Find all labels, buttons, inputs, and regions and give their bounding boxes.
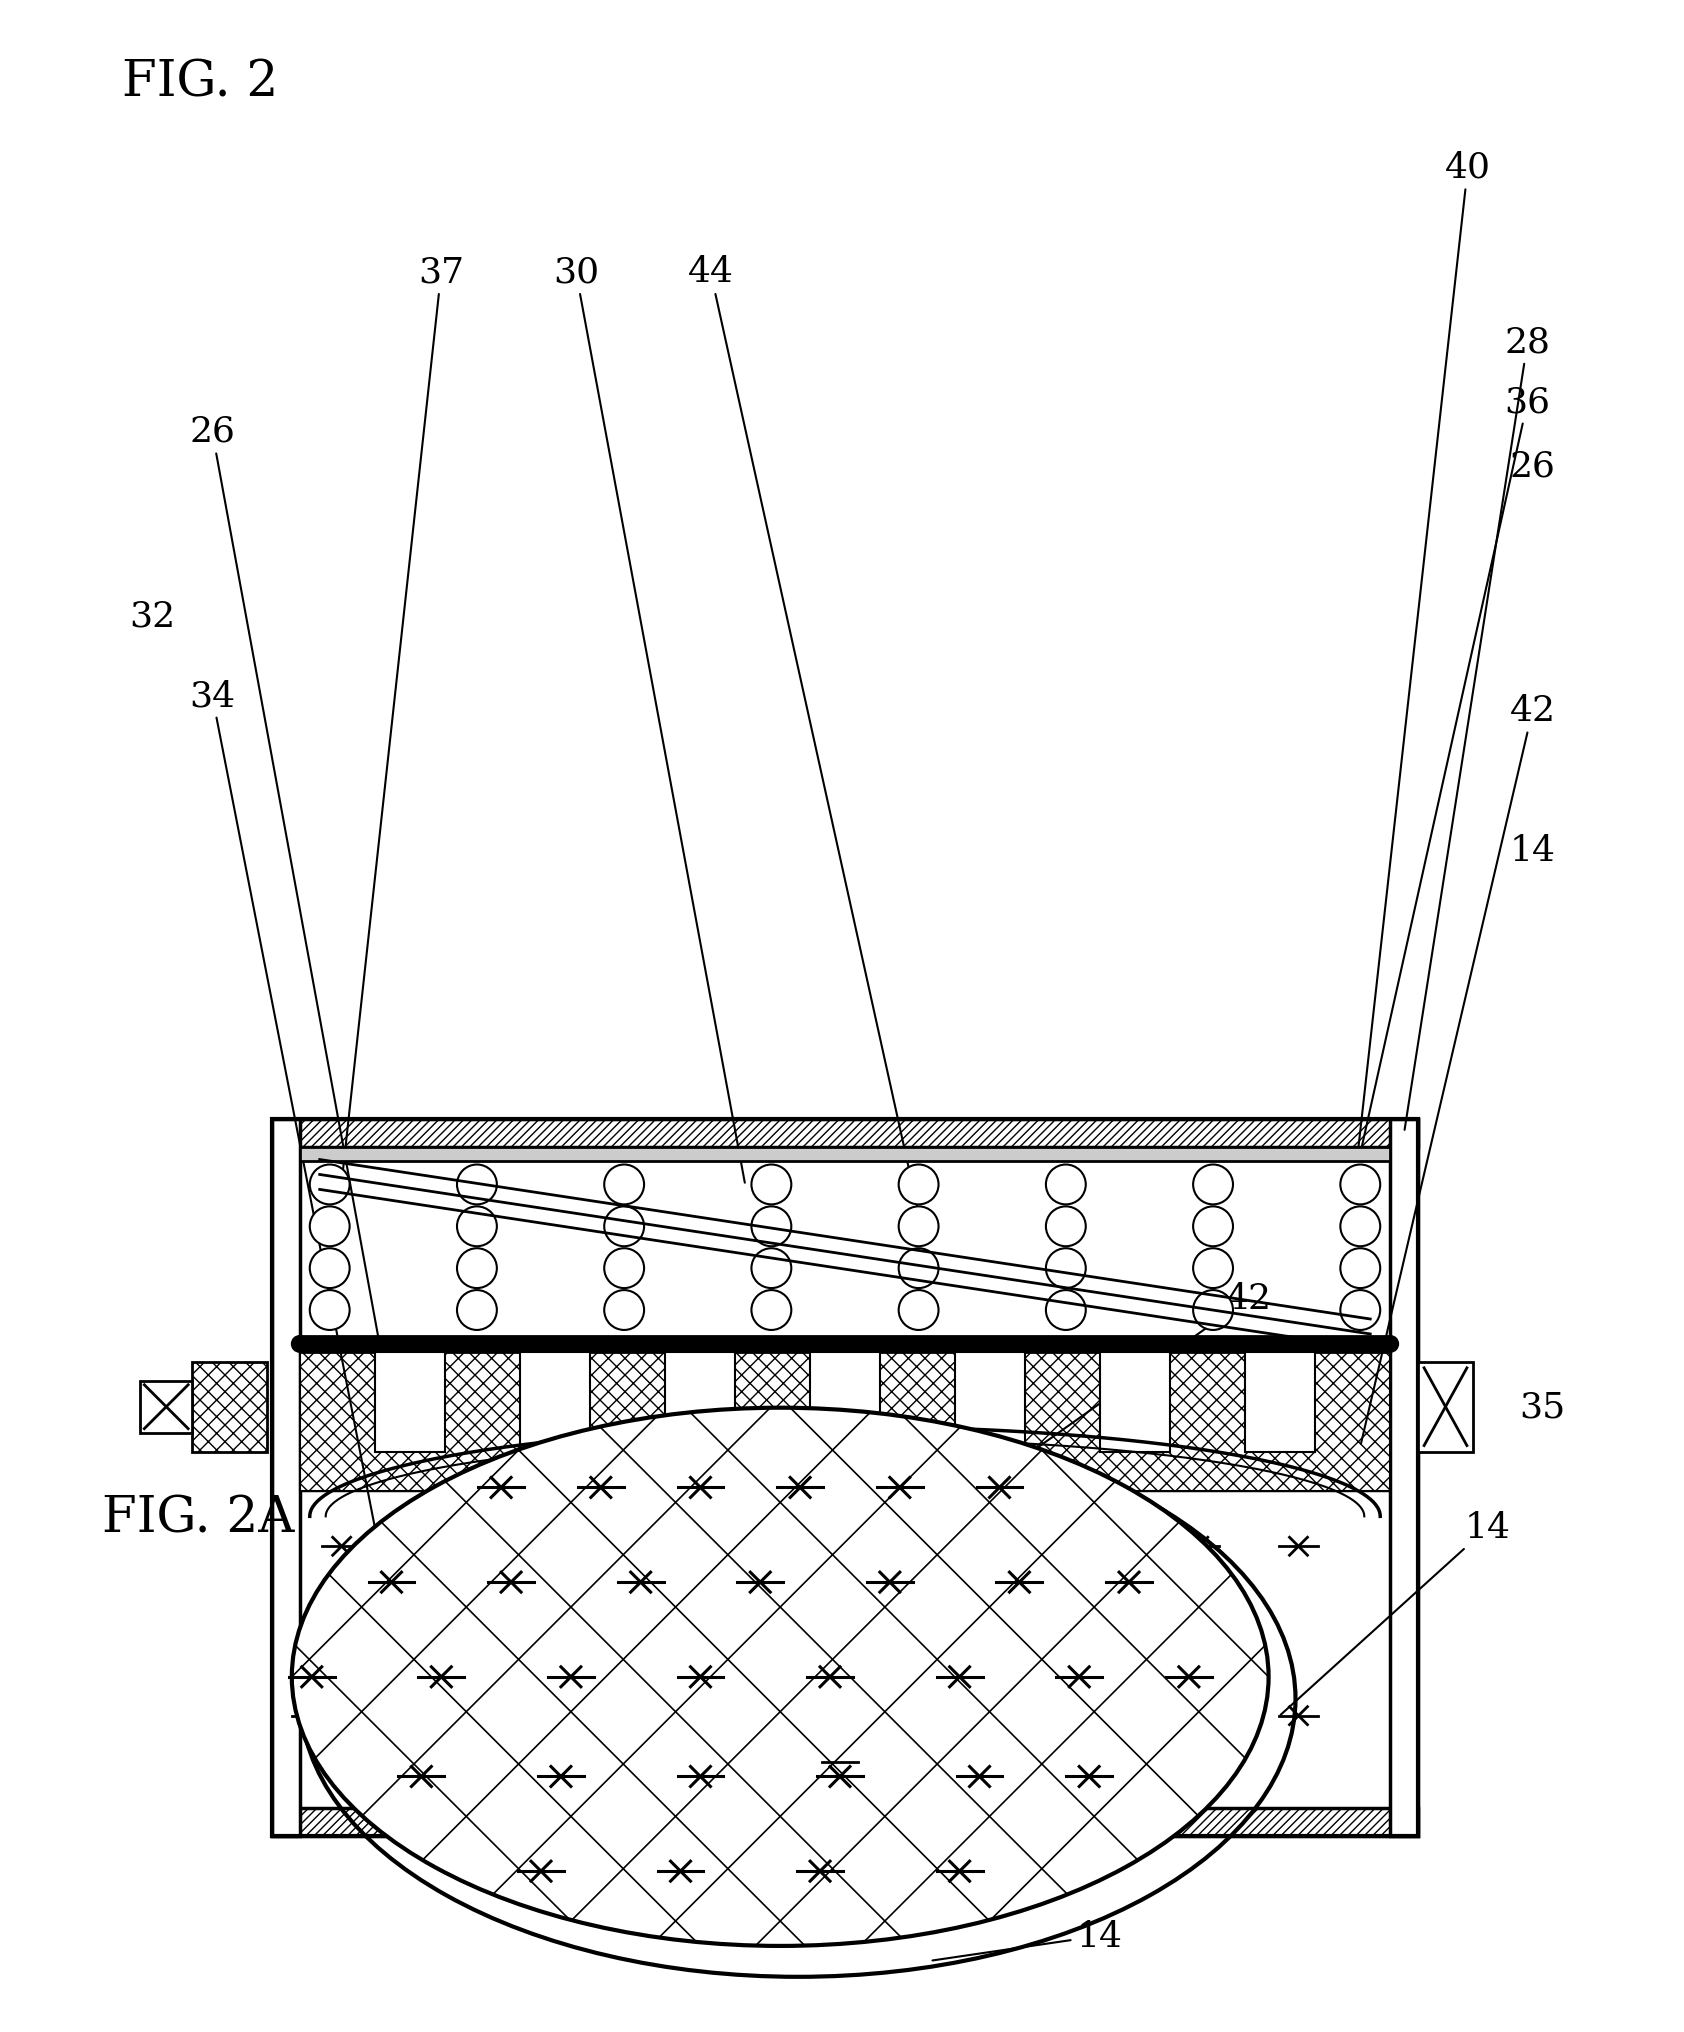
Text: 42: 42 [1361,693,1556,1445]
Circle shape [1194,1290,1233,1331]
Circle shape [605,1207,643,1246]
Circle shape [310,1164,350,1205]
Circle shape [456,1290,497,1331]
Text: 35: 35 [1519,1390,1566,1424]
Text: FIG. 2A: FIG. 2A [103,1494,295,1542]
Text: 36: 36 [1361,384,1551,1152]
Circle shape [605,1290,643,1331]
Bar [665,1351,734,1451]
Text: 14: 14 [1280,1510,1511,1715]
Circle shape [291,1335,308,1353]
Circle shape [1046,1248,1086,1288]
Circle shape [899,1164,938,1205]
Bar [192,1361,266,1451]
Text: 30: 30 [552,256,744,1183]
Circle shape [1194,1248,1233,1288]
Circle shape [1046,1207,1086,1246]
Bar [300,1146,1391,1160]
Circle shape [1340,1207,1381,1246]
Circle shape [899,1290,938,1331]
Circle shape [751,1207,791,1246]
Circle shape [1340,1248,1381,1288]
Text: 37: 37 [340,256,465,1199]
Bar [810,1351,879,1451]
Circle shape [1381,1335,1399,1353]
Text: 44: 44 [687,256,925,1237]
Bar [271,1808,1418,1837]
Bar [140,1382,192,1433]
Circle shape [1340,1164,1381,1205]
Bar [1418,1361,1474,1451]
Bar [271,1120,1418,1146]
Text: FIG. 2: FIG. 2 [123,59,278,108]
Bar [300,1337,1391,1351]
Text: 12: 12 [817,1729,862,1762]
Circle shape [456,1248,497,1288]
Text: 40: 40 [1359,150,1490,1146]
Bar [520,1351,589,1451]
Bar [1391,1120,1418,1837]
Circle shape [605,1248,643,1288]
Bar [1100,1351,1170,1451]
Circle shape [751,1290,791,1331]
Circle shape [310,1207,350,1246]
Circle shape [751,1164,791,1205]
Bar [376,1351,445,1451]
Bar [271,1120,300,1837]
Text: 32: 32 [130,599,175,634]
Ellipse shape [291,1408,1268,1947]
Circle shape [605,1164,643,1205]
Circle shape [456,1164,497,1205]
Bar [300,1491,1391,1808]
Bar [1244,1351,1315,1451]
Circle shape [899,1248,938,1288]
Circle shape [1046,1290,1086,1331]
Circle shape [1194,1164,1233,1205]
Circle shape [310,1290,350,1331]
Text: 28: 28 [1404,325,1551,1130]
Circle shape [1194,1207,1233,1246]
Text: 42: 42 [1012,1282,1271,1467]
Circle shape [310,1248,350,1288]
Circle shape [456,1207,497,1246]
Circle shape [1046,1164,1086,1205]
Text: 14: 14 [1511,833,1556,868]
Circle shape [899,1207,938,1246]
Bar [300,1351,1391,1491]
Text: 26: 26 [189,415,379,1341]
Bar [955,1351,1026,1451]
Text: 34: 34 [189,679,379,1548]
Text: 26: 26 [1511,449,1556,484]
Circle shape [1340,1290,1381,1331]
Bar [271,1120,1418,1837]
Text: 14: 14 [933,1918,1122,1961]
Circle shape [751,1248,791,1288]
